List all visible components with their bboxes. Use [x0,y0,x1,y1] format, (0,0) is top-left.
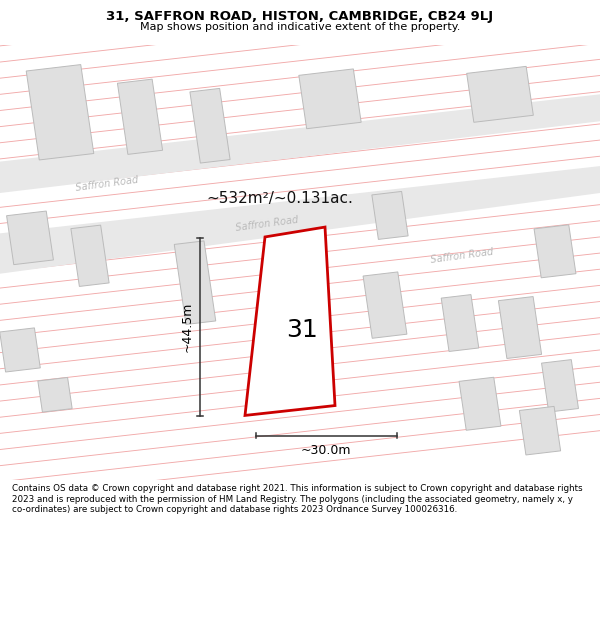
Bar [299,69,361,129]
Bar [38,378,72,412]
Bar [459,378,501,430]
Bar [118,79,163,154]
Polygon shape [0,94,600,193]
Bar [542,359,578,412]
Bar [26,64,94,160]
Bar [363,272,407,338]
Text: ~44.5m: ~44.5m [181,302,193,352]
Text: 31, SAFFRON ROAD, HISTON, CAMBRIDGE, CB24 9LJ: 31, SAFFRON ROAD, HISTON, CAMBRIDGE, CB2… [106,10,494,23]
Bar [190,88,230,163]
Text: ~532m²/~0.131ac.: ~532m²/~0.131ac. [206,191,353,206]
Bar [372,191,408,239]
Text: ~30.0m: ~30.0m [301,444,352,458]
Bar [467,66,533,122]
Bar [174,241,216,324]
Text: Map shows position and indicative extent of the property.: Map shows position and indicative extent… [140,21,460,31]
Text: Saffron Road: Saffron Road [430,247,494,265]
Text: Saffron Road: Saffron Road [235,215,299,234]
Polygon shape [0,166,600,274]
Text: Contains OS data © Crown copyright and database right 2021. This information is : Contains OS data © Crown copyright and d… [12,484,583,514]
Bar [0,328,40,372]
Text: 31: 31 [287,318,319,342]
Bar [71,225,109,286]
Bar [7,211,53,264]
Polygon shape [245,227,335,416]
Bar [441,294,479,351]
Bar [520,406,560,455]
Bar [499,297,542,359]
Text: Saffron Road: Saffron Road [75,175,139,193]
Bar [534,225,576,278]
